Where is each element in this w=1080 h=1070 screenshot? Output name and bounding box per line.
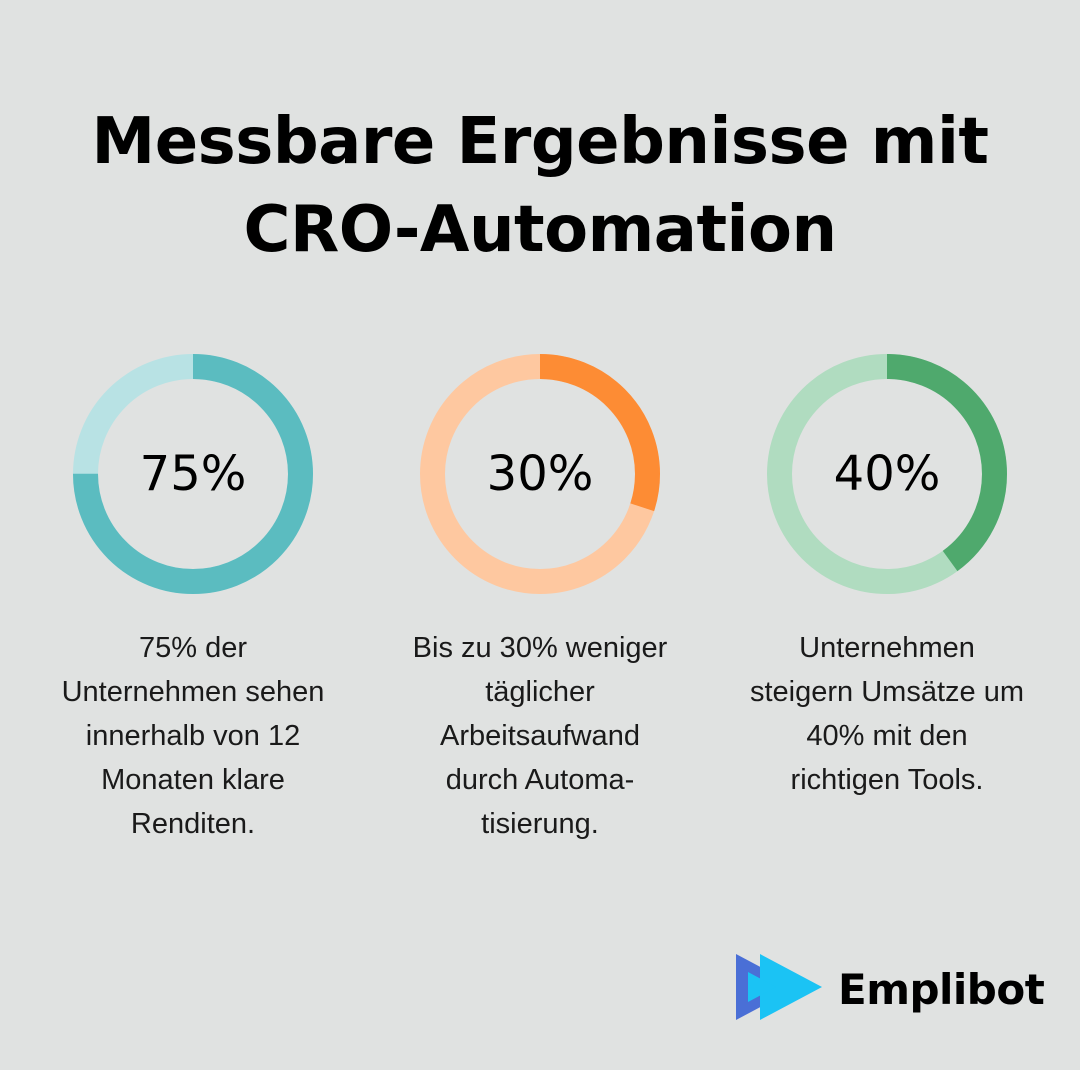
donut-chart-1 (73, 354, 313, 594)
donut-chart-2 (420, 354, 660, 594)
double-play-arrow-icon (736, 952, 826, 1026)
stat-value-1: 75% (139, 446, 247, 502)
title-line-1: Messbare Ergebnisse mit (91, 105, 989, 179)
emplibot-logo: Emplibot (736, 954, 1046, 1024)
page-title: Messbare Ergebnisse mit CRO-Automation (0, 98, 1080, 274)
title-line-2: CRO-Automation (243, 193, 838, 267)
stat-value-2: 30% (486, 446, 594, 502)
stat-description-1: 75% der Unternehmen sehen innerhalb von … (61, 632, 325, 840)
stat-description-3: Unternehmen steigern Umsätze um 40% mit … (750, 632, 1024, 796)
stat-description-2: Bis zu 30% weniger täglicher Arbeitsaufw… (412, 632, 668, 840)
logo-text: Emplibot (838, 964, 1045, 1014)
stat-value-3: 40% (833, 446, 941, 502)
donut-chart-3 (767, 354, 1007, 594)
